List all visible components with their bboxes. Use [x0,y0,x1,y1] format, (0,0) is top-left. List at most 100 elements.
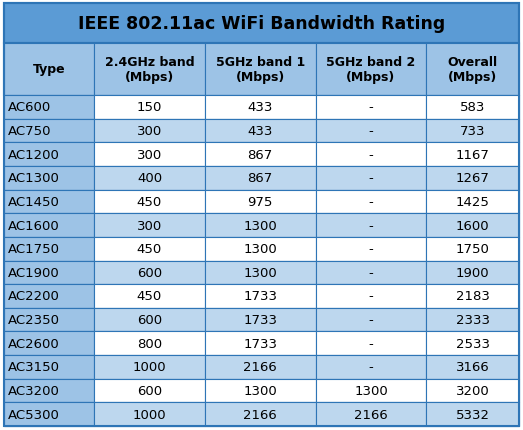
Text: 400: 400 [137,172,162,185]
Text: -: - [369,243,373,255]
Text: 975: 975 [247,196,273,209]
Text: 867: 867 [247,148,273,161]
Text: -: - [369,219,373,232]
Bar [4,332,94,355]
Text: 5332: 5332 [456,408,490,421]
Text: 300: 300 [137,219,162,232]
Text: 5GHz band 1
(Mbps): 5GHz band 1 (Mbps) [215,56,305,84]
Text: 1900: 1900 [456,266,490,279]
Bar [4,379,94,402]
Bar [94,355,205,379]
Bar [94,120,205,143]
Text: 433: 433 [247,125,273,138]
Bar [4,120,94,143]
Bar [94,261,205,285]
Bar [205,44,315,96]
Bar [94,143,205,166]
Text: -: - [369,196,373,209]
Bar [426,214,519,237]
Bar [315,120,426,143]
Bar [4,285,94,308]
Text: -: - [369,125,373,138]
Bar [426,332,519,355]
Text: 1300: 1300 [243,219,277,232]
Text: 3166: 3166 [456,360,490,374]
Bar [315,261,426,285]
Bar [4,143,519,166]
Text: AC1200: AC1200 [8,148,60,161]
Text: AC2350: AC2350 [8,313,60,326]
Bar [4,190,94,214]
Bar [94,214,205,237]
Bar [4,96,519,120]
Bar [426,190,519,214]
Bar [426,44,519,96]
Bar [315,166,426,190]
Text: 583: 583 [460,101,485,114]
Text: 800: 800 [137,337,162,350]
Text: 150: 150 [137,101,162,114]
Bar [4,166,519,190]
Text: -: - [369,172,373,185]
Bar [426,166,519,190]
Text: IEEE 802.11ac WiFi Bandwidth Rating: IEEE 802.11ac WiFi Bandwidth Rating [78,15,445,33]
Bar [205,166,315,190]
Text: 1167: 1167 [456,148,490,161]
Bar [94,285,205,308]
Bar [315,308,426,332]
Bar [4,379,519,402]
Text: AC1300: AC1300 [8,172,60,185]
Text: 2166: 2166 [243,408,277,421]
Bar [4,402,94,426]
Bar [315,214,426,237]
Bar [4,402,519,426]
Bar [94,308,205,332]
Bar [426,379,519,402]
Bar [205,402,315,426]
Bar [94,402,205,426]
Text: 2166: 2166 [354,408,388,421]
Bar [4,166,94,190]
Bar [205,214,315,237]
Bar [205,96,315,120]
Bar [426,261,519,285]
Text: 1733: 1733 [243,313,277,326]
Bar [426,308,519,332]
Bar [205,355,315,379]
Text: 2533: 2533 [456,337,490,350]
Text: 5GHz band 2
(Mbps): 5GHz band 2 (Mbps) [326,56,416,84]
Text: 1600: 1600 [456,219,490,232]
Bar [4,355,519,379]
Text: -: - [369,360,373,374]
Bar [94,237,205,261]
Bar [4,261,519,285]
Bar [4,355,94,379]
Bar [4,308,519,332]
Text: AC5300: AC5300 [8,408,60,421]
Text: AC2600: AC2600 [8,337,60,350]
Text: 600: 600 [137,313,162,326]
Bar [315,379,426,402]
Text: 1733: 1733 [243,337,277,350]
Text: AC1600: AC1600 [8,219,60,232]
Bar [4,120,519,143]
Text: 3200: 3200 [456,384,490,397]
Bar [426,285,519,308]
Bar [4,143,94,166]
Bar [315,190,426,214]
Bar [315,96,426,120]
Text: Overall
(Mbps): Overall (Mbps) [448,56,498,84]
Text: 733: 733 [460,125,485,138]
Bar [94,379,205,402]
Bar [4,261,94,285]
Bar [205,261,315,285]
Bar [315,285,426,308]
Bar [315,402,426,426]
Text: 2166: 2166 [243,360,277,374]
Text: AC1450: AC1450 [8,196,60,209]
Text: 450: 450 [137,290,162,303]
Text: 600: 600 [137,384,162,397]
Text: 1300: 1300 [354,384,388,397]
Bar [94,332,205,355]
Bar [4,237,519,261]
